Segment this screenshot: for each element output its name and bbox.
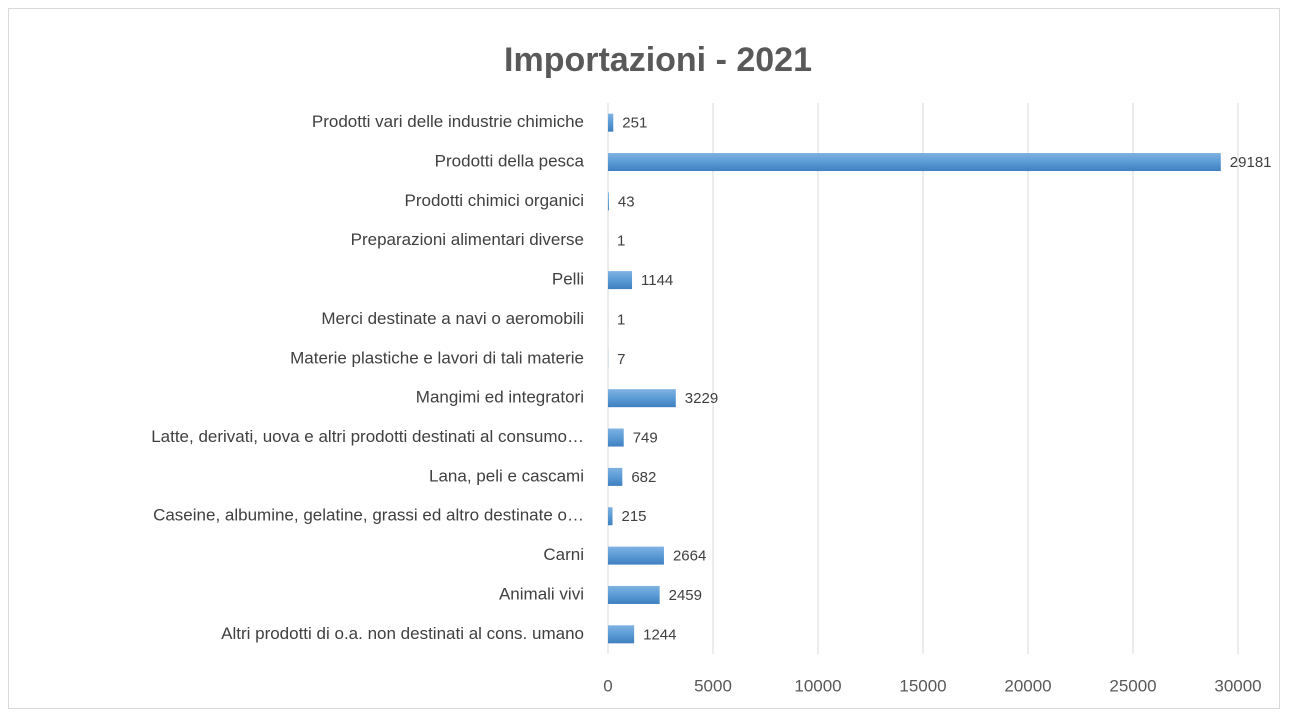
value-label: 29181: [1230, 154, 1272, 171]
x-tick-label: 10000: [794, 676, 841, 695]
y-tick-label: Materie plastiche e lavori di tali mater…: [290, 348, 584, 367]
bar: [608, 389, 676, 407]
y-tick-label: Preparazioni alimentari diverse: [351, 230, 584, 249]
value-label: 215: [622, 508, 647, 525]
y-tick-label: Prodotti chimici organici: [404, 191, 584, 210]
value-label: 7: [617, 351, 625, 368]
bar: [608, 586, 660, 604]
value-label: 1244: [643, 626, 676, 643]
x-tick-label: 0: [603, 676, 612, 695]
bar: [608, 468, 622, 486]
y-tick-label: Prodotti della pesca: [435, 152, 585, 171]
y-tick-label: Carni: [543, 545, 584, 564]
bar: [608, 507, 613, 525]
y-tick-label: Altri prodotti di o.a. non destinati al …: [221, 624, 584, 643]
value-label: 43: [618, 193, 635, 210]
y-tick-label: Lana, peli e cascami: [429, 466, 584, 485]
value-label: 251: [622, 115, 647, 132]
y-tick-label: Animali vivi: [499, 584, 584, 603]
x-tick-label: 25000: [1109, 676, 1156, 695]
x-tick-label: 20000: [1004, 676, 1051, 695]
bar: [608, 625, 634, 643]
bar: [608, 192, 609, 210]
chart-title: Importazioni - 2021: [504, 41, 812, 79]
y-tick-label: Mangimi ed integratori: [416, 388, 584, 407]
bar: [608, 547, 664, 565]
value-label: 682: [631, 469, 656, 486]
value-label: 2664: [673, 548, 706, 565]
value-label: 2459: [669, 587, 702, 604]
bar: [608, 114, 613, 132]
y-tick-label: Caseine, albumine, gelatine, grassi ed a…: [153, 506, 584, 525]
bar: [608, 429, 624, 447]
y-tick-label: Latte, derivati, uova e altri prodotti d…: [151, 427, 584, 446]
x-tick-label: 15000: [899, 676, 946, 695]
y-tick-label: Pelli: [552, 270, 584, 289]
x-tick-label: 5000: [694, 676, 732, 695]
y-tick-label: Merci destinate a navi o aeromobili: [321, 309, 584, 328]
bar: [608, 153, 1221, 171]
x-tick-label: 30000: [1214, 676, 1261, 695]
value-label: 1: [617, 311, 625, 328]
y-tick-label: Prodotti vari delle industrie chimiche: [312, 112, 584, 131]
value-label: 749: [633, 430, 658, 447]
value-label: 1144: [641, 272, 673, 289]
value-label: 3229: [685, 390, 718, 407]
bar: [608, 271, 632, 289]
value-label: 1: [617, 233, 625, 250]
